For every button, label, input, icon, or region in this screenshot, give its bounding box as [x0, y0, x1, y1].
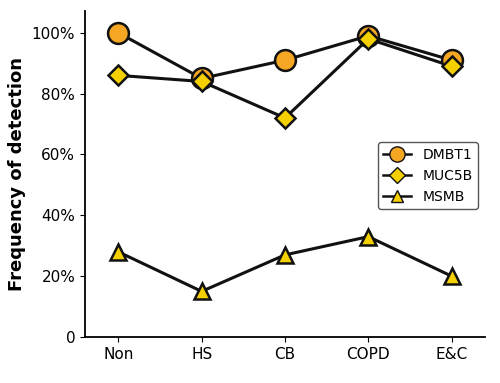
Y-axis label: Frequency of detection: Frequency of detection — [8, 57, 26, 291]
Legend: DMBT1, MUC5B, MSMB: DMBT1, MUC5B, MSMB — [378, 142, 478, 209]
